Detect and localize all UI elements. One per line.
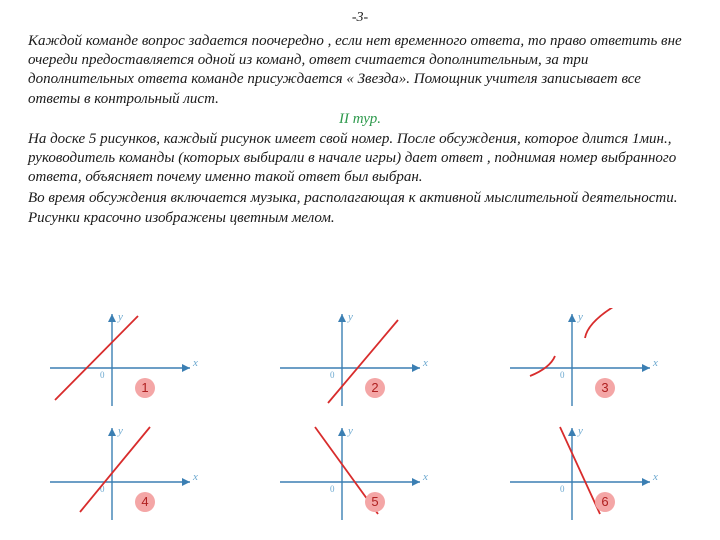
svg-text:x: x: [652, 357, 658, 369]
chart-5-badge: 5: [365, 492, 385, 512]
svg-text:y: y: [577, 311, 583, 323]
chart-2-svg: x y 0: [270, 308, 440, 408]
svg-text:x: x: [192, 471, 198, 483]
chart-5-svg: x y 0: [270, 422, 440, 522]
svg-text:0: 0: [100, 370, 105, 380]
chart-5: x y 0 5: [260, 422, 450, 522]
svg-text:y: y: [347, 425, 353, 437]
chart-2-badge: 2: [365, 378, 385, 398]
chart-1: x y 0 1: [30, 308, 220, 408]
chart-4-badge: 4: [135, 492, 155, 512]
svg-text:y: y: [577, 425, 583, 437]
round-label: II тур.: [28, 111, 692, 128]
paragraph-1: Каждой команде вопрос задается поочередн…: [28, 32, 692, 109]
paragraph-2: На доске 5 рисунков, каждый рисунок имее…: [28, 130, 692, 188]
svg-text:x: x: [192, 357, 198, 369]
chart-4-svg: x y 0: [40, 422, 210, 522]
chart-1-svg: x y 0: [40, 308, 210, 408]
svg-text:0: 0: [560, 484, 565, 494]
page-number: -3-: [28, 10, 692, 26]
svg-text:y: y: [347, 311, 353, 323]
svg-text:0: 0: [560, 370, 565, 380]
chart-4: x y 0 4: [30, 422, 220, 522]
charts-grid: x y 0 1 x y 0 2 x y 0: [0, 308, 720, 522]
chart-6: x y 0 6: [490, 422, 680, 522]
chart-3-svg: x y 0: [500, 308, 670, 408]
svg-text:x: x: [422, 471, 428, 483]
chart-6-badge: 6: [595, 492, 615, 512]
svg-text:y: y: [117, 311, 123, 323]
chart-6-svg: x y 0: [500, 422, 670, 522]
chart-1-badge: 1: [135, 378, 155, 398]
chart-3-badge: 3: [595, 378, 615, 398]
svg-text:y: y: [117, 425, 123, 437]
svg-text:0: 0: [330, 370, 335, 380]
paragraph-3: Во время обсуждения включается музыка, р…: [28, 189, 692, 227]
svg-text:x: x: [652, 471, 658, 483]
chart-2: x y 0 2: [260, 308, 450, 408]
svg-text:x: x: [422, 357, 428, 369]
chart-3: x y 0 3: [490, 308, 680, 408]
svg-text:0: 0: [330, 484, 335, 494]
